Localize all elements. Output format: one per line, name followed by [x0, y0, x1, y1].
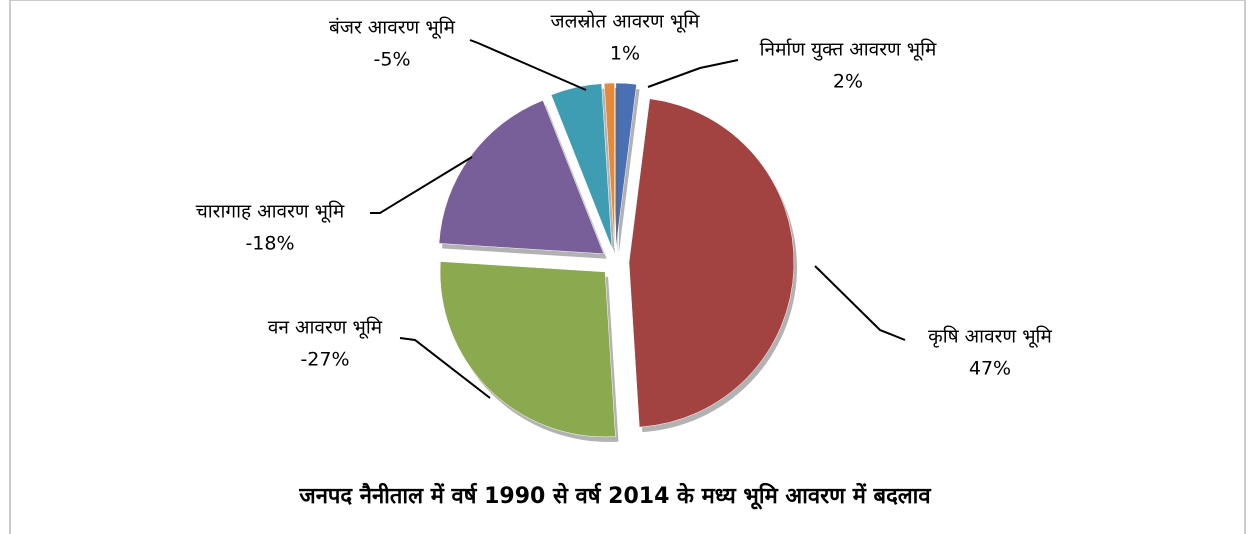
value-label: -18% [245, 233, 294, 255]
leader-line [469, 39, 587, 91]
value-label: -5% [374, 49, 411, 71]
value-label: 1% [610, 43, 640, 65]
slice-label: चारागाह आवरण भूमि [196, 200, 345, 224]
chart-title: जनपद नैनीताल में वर्ष 1990 से वर्ष 2014 … [298, 482, 931, 510]
leader-line [647, 59, 739, 88]
leader-line [399, 337, 491, 399]
pie-slice [603, 82, 615, 249]
pie-slice [439, 261, 616, 438]
slice-label: बंजर आवरण भूमि [329, 16, 456, 40]
pie-slice [628, 98, 795, 428]
pie-slice [438, 100, 605, 255]
chart-frame [9, 0, 1246, 534]
value-label: 2% [833, 71, 863, 93]
leader-line [370, 156, 473, 214]
value-label: 47% [969, 358, 1011, 380]
slice-label: कृषि आवरण भूमि [928, 325, 1052, 349]
leader-line [814, 265, 906, 341]
pie-slice [615, 82, 637, 249]
pie-slice [550, 83, 613, 249]
slice-label: वन आवरण भूमि [268, 316, 383, 340]
slice-label: जलस्रोत आवरण भूमि [551, 10, 701, 34]
slice-label: निर्माण युक्त आवरण भूमि [760, 38, 937, 62]
value-label: -27% [300, 349, 349, 371]
